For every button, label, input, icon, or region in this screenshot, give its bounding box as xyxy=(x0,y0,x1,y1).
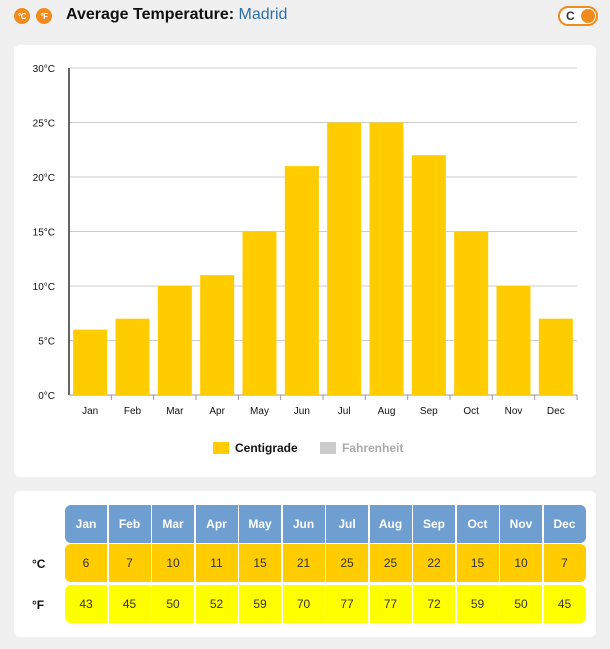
y-tick-label: 10°C xyxy=(33,282,55,293)
fahrenheit-cell-dec: 45 xyxy=(543,585,586,623)
fahrenheit-cell-feb: 45 xyxy=(108,585,151,623)
fahrenheit-cell-aug: 77 xyxy=(369,585,412,623)
celsius-cell-may: 15 xyxy=(239,544,281,582)
table-header-cell-apr: Apr xyxy=(195,505,238,543)
table-header-cell-dec: Dec xyxy=(543,505,586,543)
legend-label-centigrade[interactable]: Centigrade xyxy=(235,441,298,455)
table-header-cell-nov: Nov xyxy=(500,505,542,543)
bar-nov xyxy=(496,286,531,395)
fahrenheit-cell-sep: 72 xyxy=(413,585,455,623)
table-header-cell-oct: Oct xyxy=(456,505,499,543)
celsius-row-label: °C xyxy=(32,557,46,571)
table-header-cell-jan: Jan xyxy=(65,505,107,543)
fahrenheit-cell-may: 59 xyxy=(239,585,281,623)
legend-swatch-centigrade[interactable] xyxy=(213,442,229,454)
unit-toggle[interactable]: C xyxy=(558,6,598,26)
unit-toggle-label: C xyxy=(566,9,575,23)
celsius-cell-jan: 6 xyxy=(65,544,107,582)
fahrenheit-cell-jan: 43 xyxy=(65,585,107,623)
bar-oct xyxy=(454,231,489,395)
celsius-row: 6 7 10 11 15 21 25 25 22 15 10 7 xyxy=(65,544,587,582)
bar-sep xyxy=(411,155,446,395)
x-tick-label: Aug xyxy=(378,406,396,417)
fahrenheit-cell-jun: 70 xyxy=(282,585,325,623)
x-tick-label: Dec xyxy=(547,406,565,417)
fahrenheit-cell-mar: 50 xyxy=(152,585,194,623)
bar-mar xyxy=(157,286,192,395)
table-header-cell-sep: Sep xyxy=(413,505,455,543)
x-tick-label: Apr xyxy=(209,406,225,417)
bar-feb xyxy=(115,318,150,395)
celsius-cell-oct: 15 xyxy=(456,544,499,582)
celsius-cell-dec: 7 xyxy=(543,544,586,582)
y-tick-label: 15°C xyxy=(33,228,55,239)
celsius-cell-jul: 25 xyxy=(326,544,368,582)
x-tick-label: Jan xyxy=(82,406,98,417)
bar-jan xyxy=(73,329,108,395)
fahrenheit-cell-oct: 59 xyxy=(456,585,499,623)
bar-may xyxy=(242,231,277,395)
table-header-cell-aug: Aug xyxy=(369,505,412,543)
temperature-table: Jan Feb Mar Apr May Jun Jul Aug Sep Oct Nov Dec °C … xyxy=(14,491,596,637)
table-header-cell-may: May xyxy=(239,505,281,543)
y-tick-label: 5°C xyxy=(38,337,55,348)
city-name[interactable]: Madrid xyxy=(238,6,288,23)
title-prefix: Average Temperature: xyxy=(66,6,235,23)
celsius-cell-jun: 21 xyxy=(282,544,325,582)
fahrenheit-row-label: °F xyxy=(32,598,45,612)
table-header-cell-mar: Mar xyxy=(152,505,194,543)
x-tick-label: Feb xyxy=(124,406,142,417)
table-header-cell-feb: Feb xyxy=(108,505,151,543)
chart-panel: 0°C 5°C 10°C 15°C 20°C 25°C 30°C Jan Feb Mar Apr Ma… xyxy=(14,45,596,477)
legend-swatch-fahrenheit[interactable] xyxy=(320,442,336,454)
bar-dec xyxy=(538,318,573,395)
x-tick-label: Jul xyxy=(338,406,351,417)
fahrenheit-cell-jul: 77 xyxy=(326,585,368,623)
celsius-cell-nov: 10 xyxy=(500,544,542,582)
header: °C °F Average Temperature: Madrid C xyxy=(0,0,610,34)
celsius-cell-apr: 11 xyxy=(195,544,238,582)
celsius-cell-mar: 10 xyxy=(152,544,194,582)
celsius-icon[interactable]: °C xyxy=(14,8,30,24)
x-tick-label: Oct xyxy=(463,406,479,417)
legend-label-fahrenheit[interactable]: Fahrenheit xyxy=(342,441,403,455)
table-header-cell-jul: Jul xyxy=(326,505,368,543)
y-tick-label: 0°C xyxy=(38,391,55,402)
table-header-cell-jun: Jun xyxy=(282,505,325,543)
bar-aug xyxy=(369,122,404,395)
x-tick-label: Sep xyxy=(420,406,438,417)
x-tick-label: Mar xyxy=(166,406,184,417)
y-tick-label: 25°C xyxy=(33,119,55,130)
fahrenheit-cell-nov: 50 xyxy=(500,585,542,623)
x-tick-label: Nov xyxy=(505,406,523,417)
x-tick-label: May xyxy=(250,406,269,417)
y-tick-label: 20°C xyxy=(33,173,55,184)
page-title: Average Temperature: Madrid xyxy=(66,6,287,24)
table-header-row: Jan Feb Mar Apr May Jun Jul Aug Sep Oct Nov Dec xyxy=(65,505,587,543)
temperature-bar-chart: 0°C 5°C 10°C 15°C 20°C 25°C 30°C Jan Feb Mar Apr Ma… xyxy=(33,64,578,455)
x-tick-label: Jun xyxy=(294,406,310,417)
bar-jul xyxy=(327,122,362,395)
bar-apr xyxy=(200,275,235,395)
toggle-knob xyxy=(581,9,595,23)
y-tick-label: 30°C xyxy=(33,64,55,75)
fahrenheit-row: 43 45 50 52 59 70 77 77 72 59 50 45 xyxy=(65,585,587,623)
celsius-cell-sep: 22 xyxy=(413,544,455,582)
celsius-cell-feb: 7 xyxy=(108,544,151,582)
bar-jun xyxy=(284,166,319,395)
fahrenheit-cell-apr: 52 xyxy=(195,585,238,623)
celsius-cell-aug: 25 xyxy=(369,544,412,582)
fahrenheit-icon[interactable]: °F xyxy=(36,8,52,24)
